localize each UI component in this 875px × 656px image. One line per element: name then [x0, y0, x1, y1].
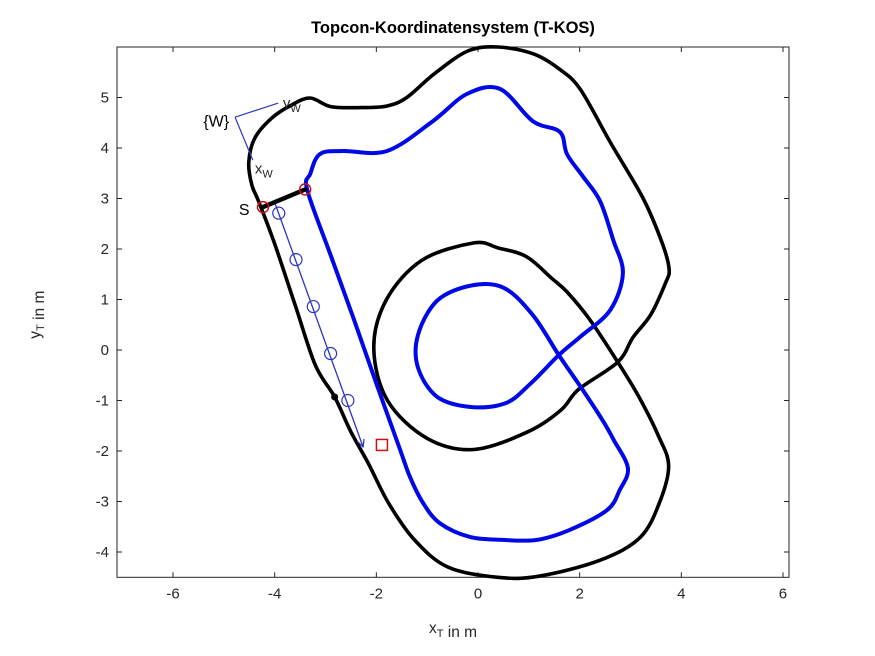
- path-sample-marker: [323, 346, 338, 361]
- y-tick-label: 4: [101, 140, 109, 157]
- goal-square-marker: [375, 438, 389, 452]
- track-outer-boundary-curve: [246, 44, 672, 581]
- start-point-marker: [256, 200, 270, 214]
- y-tick-label: -4: [96, 544, 109, 561]
- x-tick-label: 6: [779, 585, 787, 602]
- path-sample-marker: [289, 253, 303, 267]
- start-point-marker: [298, 183, 312, 196]
- axes-layer: [116, 46, 790, 578]
- path-sample-marker: [272, 206, 286, 220]
- x-axis-label: xT in m: [429, 620, 477, 641]
- start-segment-bar: [260, 187, 308, 210]
- x-tick-label: -6: [166, 585, 179, 602]
- x-tick-label: -4: [268, 585, 281, 602]
- plot-title: Topcon-Koordinatensystem (T-KOS): [311, 19, 595, 37]
- direction-arrowhead: [362, 438, 365, 448]
- y-tick-label: -2: [96, 443, 109, 460]
- world-frame-y-label: yW: [283, 95, 302, 115]
- world-frame-label: {W}: [203, 113, 229, 130]
- start-label: S: [239, 202, 250, 219]
- world-frame-x-axis: [234, 116, 254, 161]
- annotations-layer: [234, 102, 279, 161]
- y-tick-label: 1: [101, 292, 109, 309]
- axes-box: [116, 46, 790, 578]
- y-tick-label: -3: [96, 494, 109, 511]
- x-tick-label: 4: [677, 585, 685, 602]
- world-frame-y-axis: [234, 102, 279, 118]
- x-tick-label: -2: [370, 585, 383, 602]
- y-tick-label: 5: [101, 90, 109, 107]
- y-tick-label: 0: [101, 342, 109, 359]
- x-tick-label: 2: [575, 585, 583, 602]
- y-axis-label: yT in m: [27, 291, 48, 339]
- path-sample-marker: [341, 393, 355, 408]
- y-tick-label: 2: [101, 241, 109, 258]
- driven-path-curve: [303, 85, 631, 543]
- path-sample-marker: [306, 299, 320, 314]
- markers-layer: [256, 183, 389, 452]
- y-tick-label: -1: [96, 393, 109, 410]
- x-tick-label: 0: [474, 585, 482, 602]
- start-direction-line-curve: [274, 201, 364, 448]
- world-frame-x-label: xW: [255, 160, 274, 180]
- series-layer: [246, 44, 672, 581]
- text-layer: -6 -4 -2 0 2 4 6 5 4 3 2 1 0 -1 -2 -3 -4 Topcon-Koordinat…: [27, 19, 787, 641]
- direction-arrowhead: [356, 440, 364, 448]
- waypoint-dot: [331, 393, 339, 401]
- y-tick-label: 3: [101, 191, 109, 208]
